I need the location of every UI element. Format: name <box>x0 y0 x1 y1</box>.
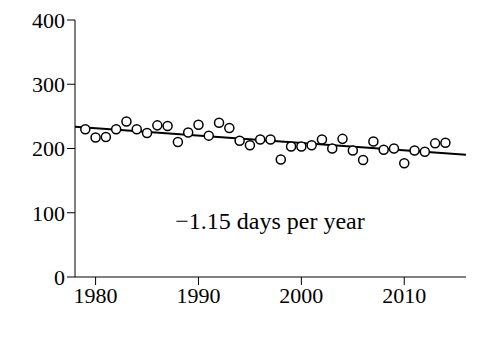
svg-text:400: 400 <box>32 8 65 33</box>
svg-text:100: 100 <box>32 201 65 226</box>
svg-text:2010: 2010 <box>382 283 426 308</box>
svg-text:0: 0 <box>54 265 65 290</box>
svg-text:1980: 1980 <box>74 283 118 308</box>
svg-text:1990: 1990 <box>176 283 220 308</box>
svg-text:300: 300 <box>32 72 65 97</box>
svg-text:2000: 2000 <box>279 283 323 308</box>
html-text:−1.15 days per year: −1.15 days per year <box>175 208 365 234</box>
svg-text:200: 200 <box>32 136 65 161</box>
